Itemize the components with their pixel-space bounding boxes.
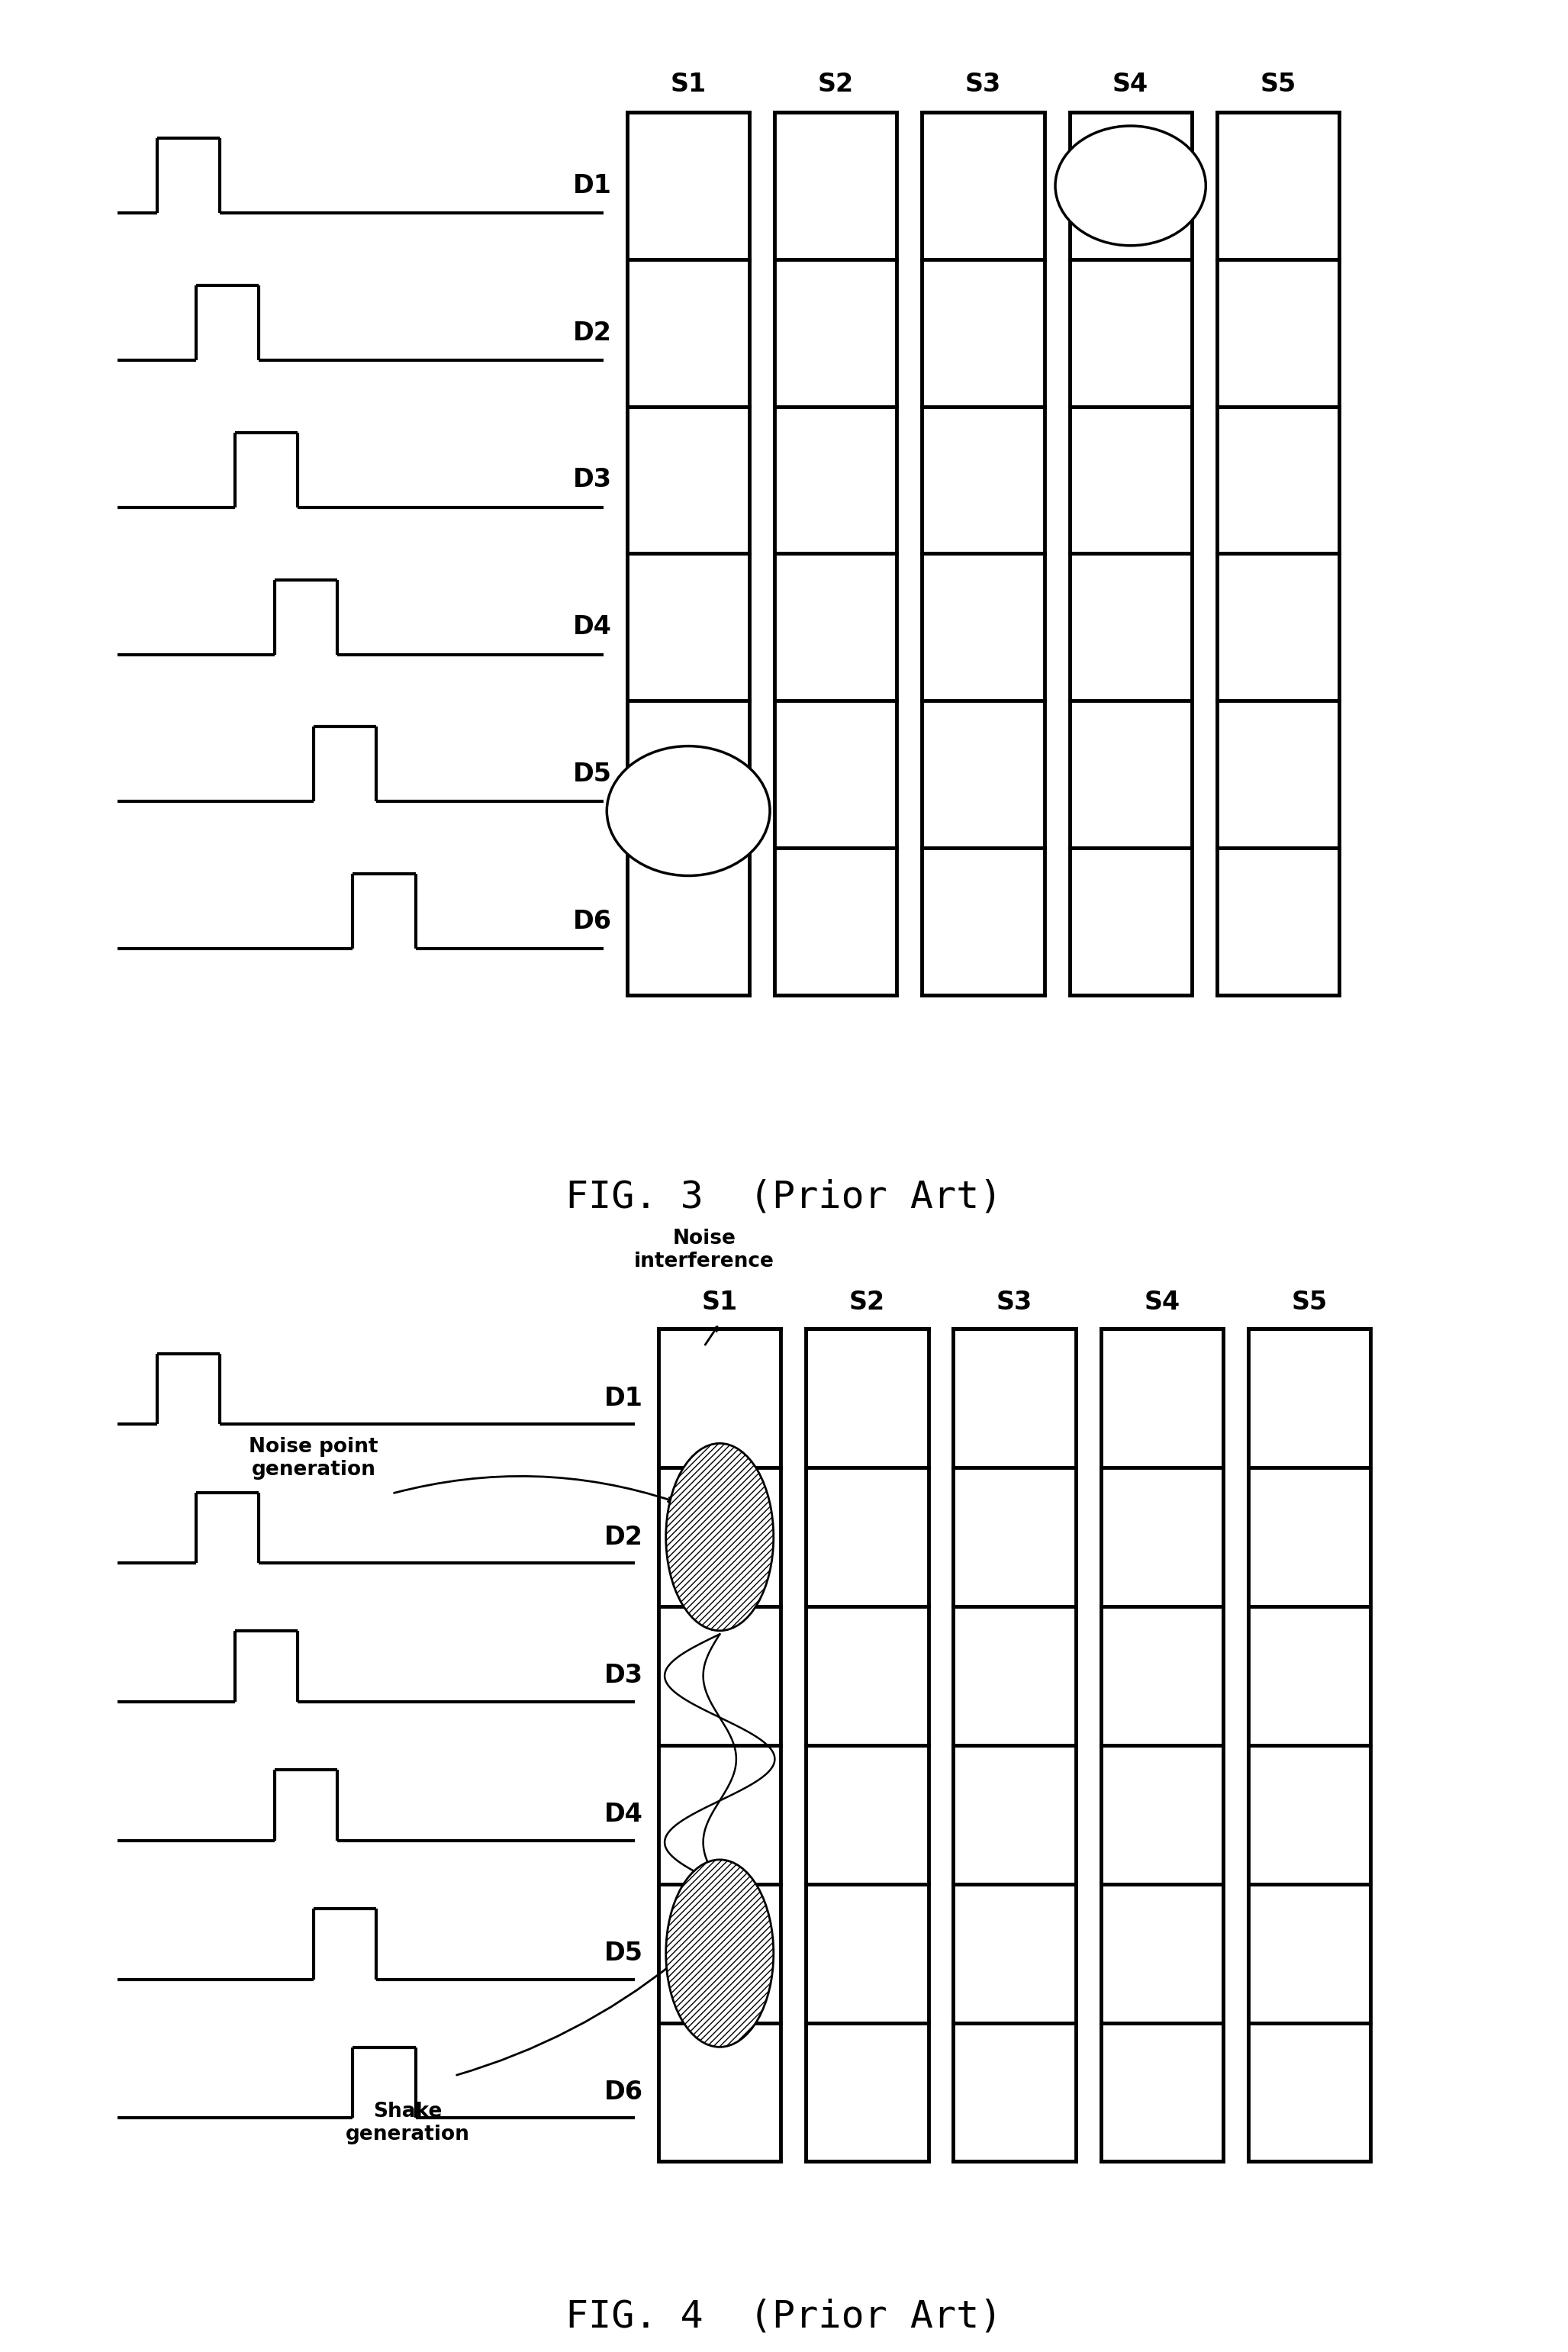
Text: D6: D6 — [604, 2079, 643, 2105]
Text: D1: D1 — [604, 1385, 643, 1411]
Text: S3: S3 — [997, 1289, 1032, 1315]
Text: D6: D6 — [572, 908, 612, 934]
Text: S5: S5 — [1292, 1289, 1327, 1315]
Text: Noise point
generation: Noise point generation — [249, 1437, 378, 1479]
Text: D5: D5 — [572, 762, 612, 786]
Text: S2: S2 — [818, 73, 853, 96]
Bar — [1217, 113, 1339, 995]
Text: Shake
generation: Shake generation — [345, 2100, 470, 2145]
Text: D5: D5 — [604, 1940, 643, 1966]
Ellipse shape — [666, 1860, 773, 2046]
Text: D2: D2 — [572, 320, 612, 346]
Text: D1: D1 — [572, 174, 612, 198]
Text: D4: D4 — [572, 614, 612, 640]
Circle shape — [607, 746, 770, 875]
Text: D4: D4 — [604, 1802, 643, 1828]
Bar — [627, 113, 750, 995]
Text: S4: S4 — [1145, 1289, 1179, 1315]
Text: S2: S2 — [850, 1289, 884, 1315]
Text: S1: S1 — [671, 73, 706, 96]
Bar — [1069, 113, 1192, 995]
Text: S5: S5 — [1261, 73, 1295, 96]
Text: S1: S1 — [702, 1289, 737, 1315]
Ellipse shape — [666, 1444, 773, 1630]
Text: D3: D3 — [572, 468, 612, 492]
Text: S4: S4 — [1113, 73, 1148, 96]
Bar — [659, 1329, 781, 2161]
Bar — [922, 113, 1044, 995]
Text: S3: S3 — [966, 73, 1000, 96]
Text: D2: D2 — [604, 1524, 643, 1550]
Bar — [775, 113, 897, 995]
Bar — [1248, 1329, 1370, 2161]
Text: D3: D3 — [604, 1663, 643, 1689]
Bar — [1101, 1329, 1223, 2161]
Bar — [953, 1329, 1076, 2161]
Text: FIG. 3  (Prior Art): FIG. 3 (Prior Art) — [566, 1178, 1002, 1216]
Bar — [806, 1329, 928, 2161]
Circle shape — [1055, 127, 1206, 245]
Text: Noise
interference: Noise interference — [633, 1228, 775, 1272]
Text: FIG. 4  (Prior Art): FIG. 4 (Prior Art) — [566, 2298, 1002, 2336]
